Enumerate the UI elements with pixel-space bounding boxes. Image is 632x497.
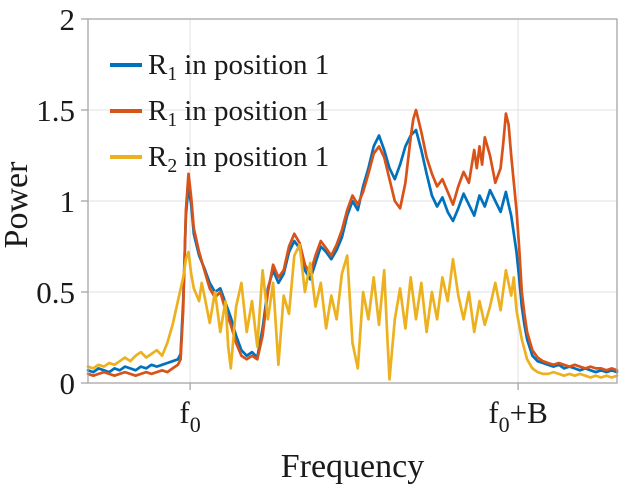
legend-line-swatch-blue [110,63,142,67]
y-tick-label: 1.5 [36,93,75,128]
legend-subscript: 1 [167,63,178,86]
x-axis-label: Frequency [280,448,425,485]
y-axis-label: Power [0,161,35,249]
legend-item-label: R1 in position 1 [148,94,330,130]
legend-subscript: 2 [167,155,178,178]
x-tick-label: f0+B [488,395,548,437]
legend-subscript: 1 [167,109,178,132]
y-tick-label: 1 [60,184,76,219]
legend-text: in position 1 [184,140,330,173]
legend-item-r1-orange: R1 in position 1 [110,88,329,134]
x-tick-label: f0 [179,395,200,437]
legend-symbol: R [148,140,168,173]
y-tick-label: 0.5 [36,275,75,310]
series-line-1 [86,108,619,378]
legend-item-r2-yellow: R2 in position 1 [110,134,329,180]
y-tick-label: 2 [60,2,76,37]
series-line-2 [86,243,619,381]
legend: R1 in position 1 R1 in position 1 R2 in pos… [110,42,329,180]
legend-item-r1-blue: R1 in position 1 [110,42,329,88]
y-tick-label: 0 [60,366,76,401]
legend-symbol: R [148,94,168,127]
legend-text: in position 1 [184,48,330,81]
legend-item-label: R1 in position 1 [148,48,330,84]
legend-item-label: R2 in position 1 [148,140,330,176]
legend-symbol: R [148,48,168,81]
legend-line-swatch-orange [110,109,142,113]
legend-text: in position 1 [184,94,330,127]
legend-line-swatch-yellow [110,155,142,159]
